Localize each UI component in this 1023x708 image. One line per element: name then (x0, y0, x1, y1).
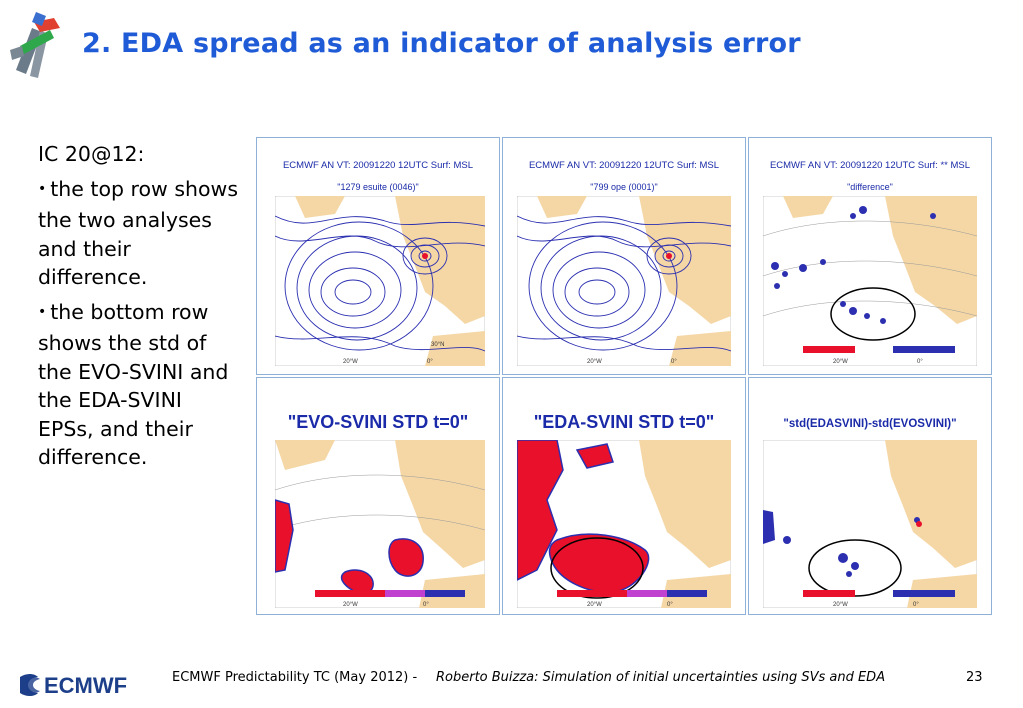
lon-label: 0° (427, 359, 433, 365)
panel-title: "EDA-SVINI STD t=0" (533, 412, 715, 432)
std-map: 20°W 0° (275, 440, 485, 608)
panel-header: ECMWF AN VT: 20091220 12UTC Surf: ** MSL (769, 160, 971, 171)
panel-title: "EVO-SVINI STD t=0" (287, 412, 469, 432)
panel-subtitle: "799 ope (0001)" (590, 182, 658, 192)
panel-evo-svini-std: "EVO-SVINI STD t=0" 20°W 0° (256, 377, 500, 615)
intro-text: IC 20@12: (38, 142, 145, 166)
lon-label: 0° (671, 359, 677, 365)
panel-analysis-difference: ECMWF AN VT: 20091220 12UTC Surf: ** MSL… (748, 137, 992, 375)
lon-label: 0° (423, 602, 429, 608)
lon-label: 20°W (587, 359, 602, 365)
std-map: 20°W 0° (517, 440, 731, 608)
bullet-text: the top row shows the two analyses and t… (38, 176, 238, 290)
bullet-dot-icon: • (38, 303, 47, 320)
panel-title: "std(EDASVINI)-std(EVOSVINI)" (783, 418, 957, 430)
std-difference-map: 20°W 0° (763, 440, 977, 608)
msl-contour-map: 20°W 0° 30°N (275, 196, 485, 366)
panel-header: ECMWF AN VT: 20091220 12UTC Surf: MSL (528, 160, 720, 171)
slide-body-text: IC 20@12: • the top row shows the two ana… (38, 140, 238, 472)
bullet-item: • the top row shows the two analyses and … (38, 175, 238, 292)
panel-subtitle: "difference" (847, 182, 893, 192)
highlight-ellipse (830, 287, 916, 341)
footer-right-text: Roberto Buizza: Simulation of initial un… (436, 670, 886, 685)
slide-title: 2. EDA spread as an indicator of analysi… (82, 28, 801, 59)
bullet-text: the bottom row shows the std of the EVO-… (38, 299, 229, 470)
highlight-ellipse (550, 537, 644, 599)
msl-contour-map: 20°W 0° (517, 196, 731, 366)
lon-label: 20°W (343, 602, 358, 608)
difference-map: 20°W 0° (763, 196, 977, 366)
panel-header: ECMWF AN VT: 20091220 12UTC Surf: MSL (282, 160, 474, 171)
panel-std-difference: "std(EDASVINI)-std(EVOSVINI)" 20°W 0° (748, 377, 992, 615)
lon-label: 0° (913, 602, 919, 608)
lon-label: 0° (667, 602, 673, 608)
ecmwf-footer-logo: ECMWF (20, 673, 127, 698)
lon-label: 20°W (343, 359, 358, 365)
ecmwf-logo-text: ECMWF (44, 673, 127, 698)
figure-grid: ECMWF AN VT: 20091220 12UTC Surf: MSL "1… (256, 137, 992, 615)
bullet-item: • the bottom row shows the std of the EVO… (38, 298, 238, 472)
panel-eda-svini-std: "EDA-SVINI STD t=0" 20°W 0° (502, 377, 746, 615)
lon-label: 20°W (833, 359, 848, 365)
ecmwf-symbol-logo (10, 12, 60, 78)
bullet-dot-icon: • (38, 180, 47, 197)
lon-label: 0° (917, 359, 923, 365)
panel-subtitle: "1279 esuite (0046)" (337, 182, 419, 192)
page-number: 23 (966, 670, 983, 685)
footer-left-text: ECMWF Predictability TC (May 2012) - (172, 670, 418, 685)
lon-label: 20°W (833, 602, 848, 608)
lat-label: 30°N (431, 342, 444, 348)
panel-analysis-ope: ECMWF AN VT: 20091220 12UTC Surf: MSL "7… (502, 137, 746, 375)
panel-analysis-esuite: ECMWF AN VT: 20091220 12UTC Surf: MSL "1… (256, 137, 500, 375)
lon-label: 20°W (587, 602, 602, 608)
